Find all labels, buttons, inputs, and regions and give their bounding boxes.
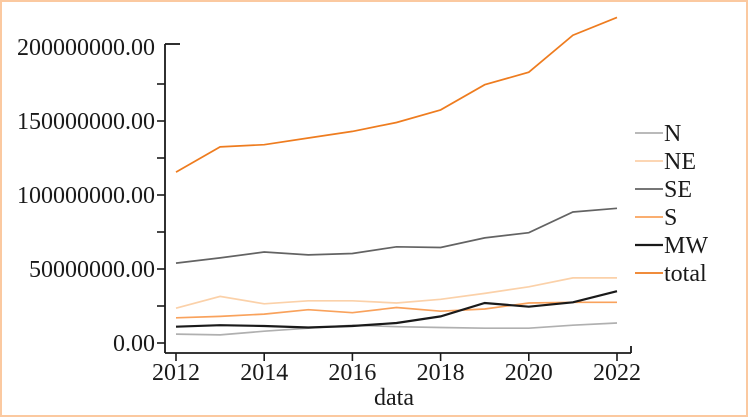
series-line-MW <box>175 290 618 329</box>
y-tick-label: 200000000.00 <box>17 35 155 61</box>
legend-label-SE: SE <box>664 177 692 203</box>
series-line-NE <box>175 277 617 310</box>
series-line-total <box>175 16 618 173</box>
legend-label-S: S <box>664 205 677 231</box>
x-tick-label: 2016 <box>328 360 376 386</box>
y-tick-label: 100000000.00 <box>17 183 155 209</box>
y-tick-label: 0.00 <box>113 331 155 357</box>
y-tick-label: 50000000.00 <box>29 257 155 283</box>
y-tick-label: 150000000.00 <box>17 109 155 135</box>
legend-label-NE: NE <box>664 149 696 175</box>
x-tick-label: 2014 <box>240 360 288 386</box>
x-tick-label: 2022 <box>593 360 641 386</box>
legend-label-total: total <box>664 261 707 287</box>
x-axis-title: data <box>374 385 414 411</box>
series-line-N <box>175 322 618 336</box>
legend-label-MW: MW <box>664 233 708 259</box>
x-tick-label: 2018 <box>417 360 465 386</box>
x-tick-label: 2012 <box>152 360 200 386</box>
x-tick-label: 2020 <box>505 360 553 386</box>
legend-label-N: N <box>664 121 681 147</box>
series-line-S <box>175 301 617 319</box>
series-line-SE <box>175 207 618 264</box>
